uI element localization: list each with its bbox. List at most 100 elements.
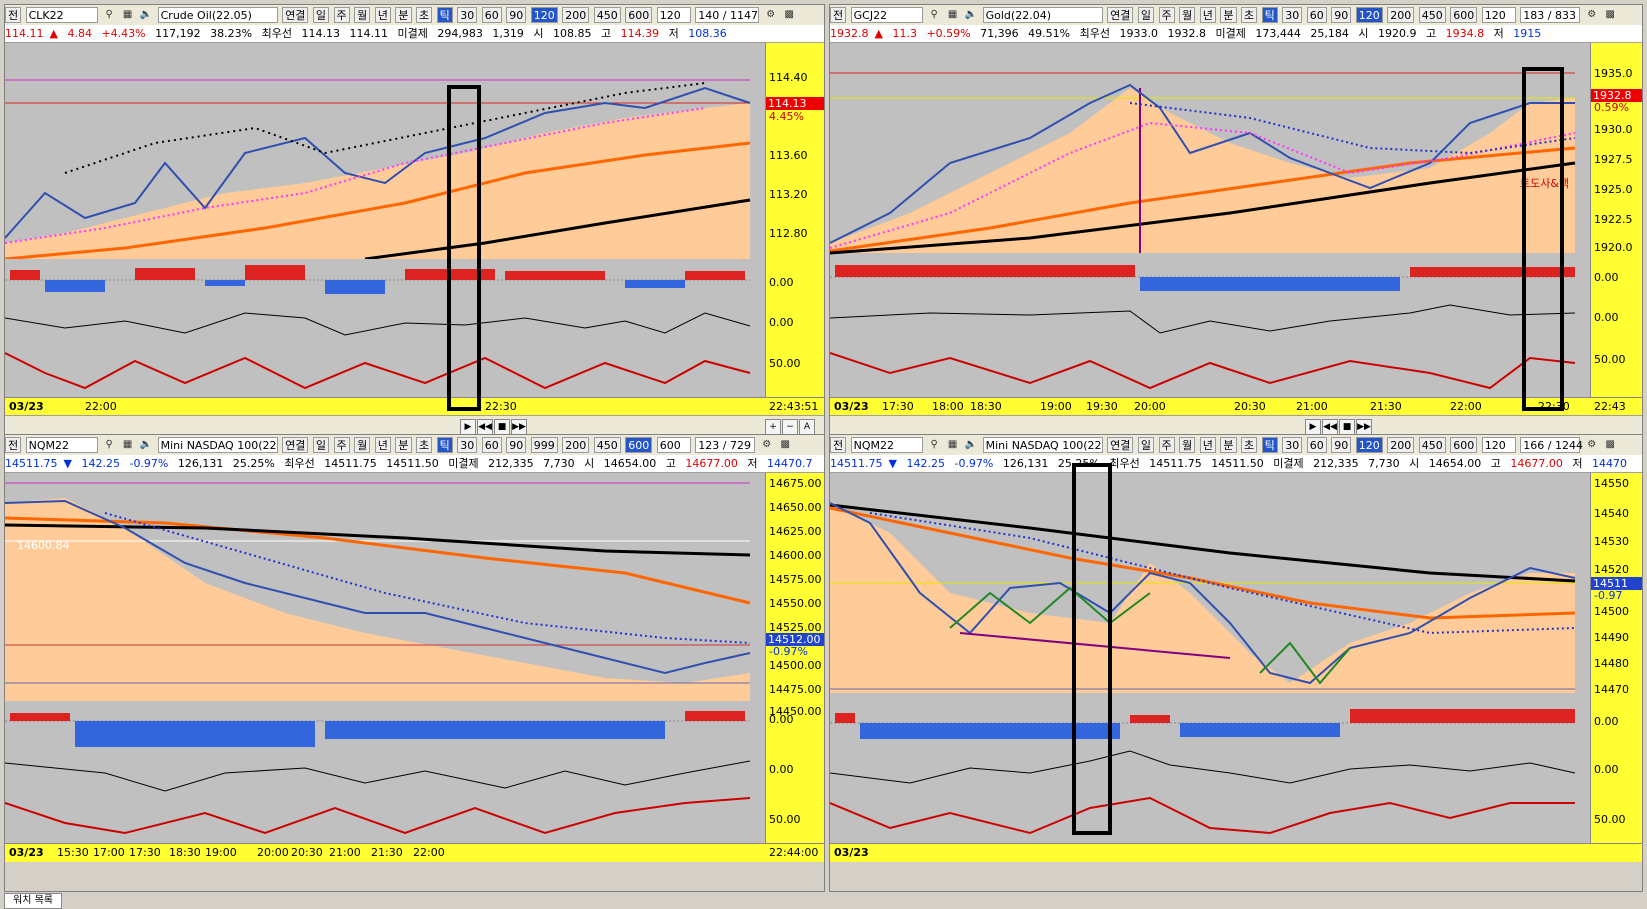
settings-icon[interactable]: ⚙ bbox=[766, 9, 776, 20]
tab-day[interactable]: 일 bbox=[1137, 437, 1154, 453]
interval-600[interactable]: 600 bbox=[1450, 7, 1478, 23]
tab-continuous[interactable]: 연결 bbox=[1107, 7, 1134, 23]
interval-60[interactable]: 60 bbox=[481, 437, 502, 453]
view-all-button[interactable]: 전 bbox=[830, 7, 847, 23]
tab-tick[interactable]: 틱 bbox=[436, 437, 453, 453]
speaker-icon[interactable]: 🔈 bbox=[964, 9, 978, 20]
view-all-button[interactable]: 전 bbox=[830, 437, 847, 453]
interval-select[interactable]: 120 bbox=[1481, 7, 1516, 23]
tab-tick[interactable]: 틱 bbox=[436, 7, 453, 23]
tab-tick[interactable]: 틱 bbox=[1261, 437, 1278, 453]
search-icon[interactable]: ⚲ bbox=[930, 9, 938, 20]
view-all-button[interactable]: 전 bbox=[5, 7, 22, 23]
play-icon[interactable]: ▶ bbox=[1305, 419, 1321, 435]
rewind-icon[interactable]: ◀◀ bbox=[477, 419, 493, 435]
speaker-icon[interactable]: 🔈 bbox=[139, 9, 153, 20]
save-icon[interactable]: ▩ bbox=[784, 9, 794, 20]
settings-icon[interactable]: ⚙ bbox=[1587, 439, 1597, 450]
interval-600[interactable]: 600 bbox=[625, 7, 653, 23]
speaker-icon[interactable]: 🔈 bbox=[139, 439, 153, 450]
tab-second[interactable]: 초 bbox=[416, 437, 433, 453]
price-chart[interactable] bbox=[830, 473, 1590, 843]
interval-200[interactable]: 200 bbox=[1387, 437, 1415, 453]
save-icon[interactable]: ▩ bbox=[1605, 9, 1615, 20]
interval-90[interactable]: 90 bbox=[506, 437, 527, 453]
interval-450[interactable]: 450 bbox=[593, 437, 621, 453]
search-icon[interactable]: ⚲ bbox=[105, 9, 113, 20]
interval-60[interactable]: 60 bbox=[481, 7, 502, 23]
tab-continuous[interactable]: 연결 bbox=[282, 7, 309, 23]
interval-450[interactable]: 450 bbox=[1418, 437, 1446, 453]
tab-year[interactable]: 년 bbox=[1199, 437, 1216, 453]
tab-minute[interactable]: 분 bbox=[395, 7, 412, 23]
forward-icon[interactable]: ▶▶ bbox=[511, 419, 527, 435]
interval-90[interactable]: 90 bbox=[506, 7, 527, 23]
view-all-button[interactable]: 전 bbox=[5, 437, 22, 453]
grid-icon[interactable]: ▦ bbox=[947, 439, 958, 450]
tab-week[interactable]: 주 bbox=[333, 7, 350, 23]
grid-icon[interactable]: ▦ bbox=[947, 9, 958, 20]
interval-450[interactable]: 450 bbox=[593, 7, 621, 23]
interval-30[interactable]: 30 bbox=[457, 7, 478, 23]
tab-continuous[interactable]: 연결 bbox=[1107, 437, 1134, 453]
play-icon[interactable]: ▶ bbox=[460, 419, 476, 435]
text-tool-icon[interactable]: A bbox=[799, 419, 815, 435]
tab-tick[interactable]: 틱 bbox=[1261, 7, 1278, 23]
tab-minute[interactable]: 분 bbox=[1220, 437, 1237, 453]
forward-icon[interactable]: ▶▶ bbox=[1356, 419, 1372, 435]
price-chart[interactable] bbox=[830, 43, 1590, 397]
interval-120[interactable]: 120 bbox=[1355, 437, 1383, 453]
interval-select[interactable]: 120 bbox=[1481, 437, 1516, 453]
search-icon[interactable]: ⚲ bbox=[105, 439, 113, 450]
tab-year[interactable]: 년 bbox=[1199, 7, 1216, 23]
tab-continuous[interactable]: 연결 bbox=[282, 437, 309, 453]
interval-30[interactable]: 30 bbox=[1282, 7, 1303, 23]
tab-day[interactable]: 일 bbox=[1137, 7, 1154, 23]
interval-120[interactable]: 120 bbox=[1355, 7, 1383, 23]
interval-450[interactable]: 450 bbox=[1418, 7, 1446, 23]
tab-week[interactable]: 주 bbox=[1158, 437, 1175, 453]
zoom-in-icon[interactable]: + bbox=[765, 419, 781, 435]
interval-90[interactable]: 90 bbox=[1331, 437, 1352, 453]
interval-select[interactable]: 120 bbox=[656, 7, 691, 23]
chart-scrollbar[interactable]: ▶ ◀◀ ■ ▶▶ bbox=[830, 415, 1642, 436]
symbol-input[interactable]: NQM22 bbox=[850, 437, 923, 453]
interval-600[interactable]: 600 bbox=[1450, 437, 1478, 453]
interval-30[interactable]: 30 bbox=[1282, 437, 1303, 453]
tab-day[interactable]: 일 bbox=[312, 437, 329, 453]
tab-year[interactable]: 년 bbox=[374, 7, 391, 23]
speaker-icon[interactable]: 🔈 bbox=[964, 439, 978, 450]
tab-minute[interactable]: 분 bbox=[1220, 7, 1237, 23]
interval-select[interactable]: 600 bbox=[656, 437, 691, 453]
tab-month[interactable]: 월 bbox=[1179, 7, 1196, 23]
symbol-input[interactable]: GCJ22 bbox=[850, 7, 923, 23]
grid-icon[interactable]: ▦ bbox=[122, 9, 133, 20]
tab-second[interactable]: 초 bbox=[416, 7, 433, 23]
interval-90[interactable]: 90 bbox=[1331, 7, 1352, 23]
tab-second[interactable]: 초 bbox=[1241, 7, 1258, 23]
interval-999[interactable]: 999 bbox=[530, 437, 558, 453]
interval-600[interactable]: 600 bbox=[625, 437, 653, 453]
tab-day[interactable]: 일 bbox=[312, 7, 329, 23]
interval-200[interactable]: 200 bbox=[562, 437, 590, 453]
interval-200[interactable]: 200 bbox=[1387, 7, 1415, 23]
tab-month[interactable]: 월 bbox=[354, 437, 371, 453]
interval-120[interactable]: 120 bbox=[530, 7, 558, 23]
interval-200[interactable]: 200 bbox=[562, 7, 590, 23]
grid-icon[interactable]: ▦ bbox=[122, 439, 133, 450]
search-icon[interactable]: ⚲ bbox=[930, 439, 938, 450]
tab-month[interactable]: 월 bbox=[354, 7, 371, 23]
interval-60[interactable]: 60 bbox=[1306, 437, 1327, 453]
save-icon[interactable]: ▩ bbox=[1605, 439, 1615, 450]
chart-scrollbar[interactable]: ▶ ◀◀ ■ ▶▶ + − A bbox=[5, 415, 824, 436]
tab-year[interactable]: 년 bbox=[374, 437, 391, 453]
price-chart[interactable] bbox=[5, 473, 765, 843]
tab-second[interactable]: 초 bbox=[1241, 437, 1258, 453]
zoom-out-icon[interactable]: − bbox=[782, 419, 798, 435]
price-chart[interactable] bbox=[5, 43, 765, 397]
stop-icon[interactable]: ■ bbox=[1339, 419, 1355, 435]
symbol-input[interactable]: CLK22 bbox=[25, 7, 98, 23]
settings-icon[interactable]: ⚙ bbox=[762, 439, 772, 450]
interval-30[interactable]: 30 bbox=[457, 437, 478, 453]
tab-week[interactable]: 주 bbox=[1158, 7, 1175, 23]
